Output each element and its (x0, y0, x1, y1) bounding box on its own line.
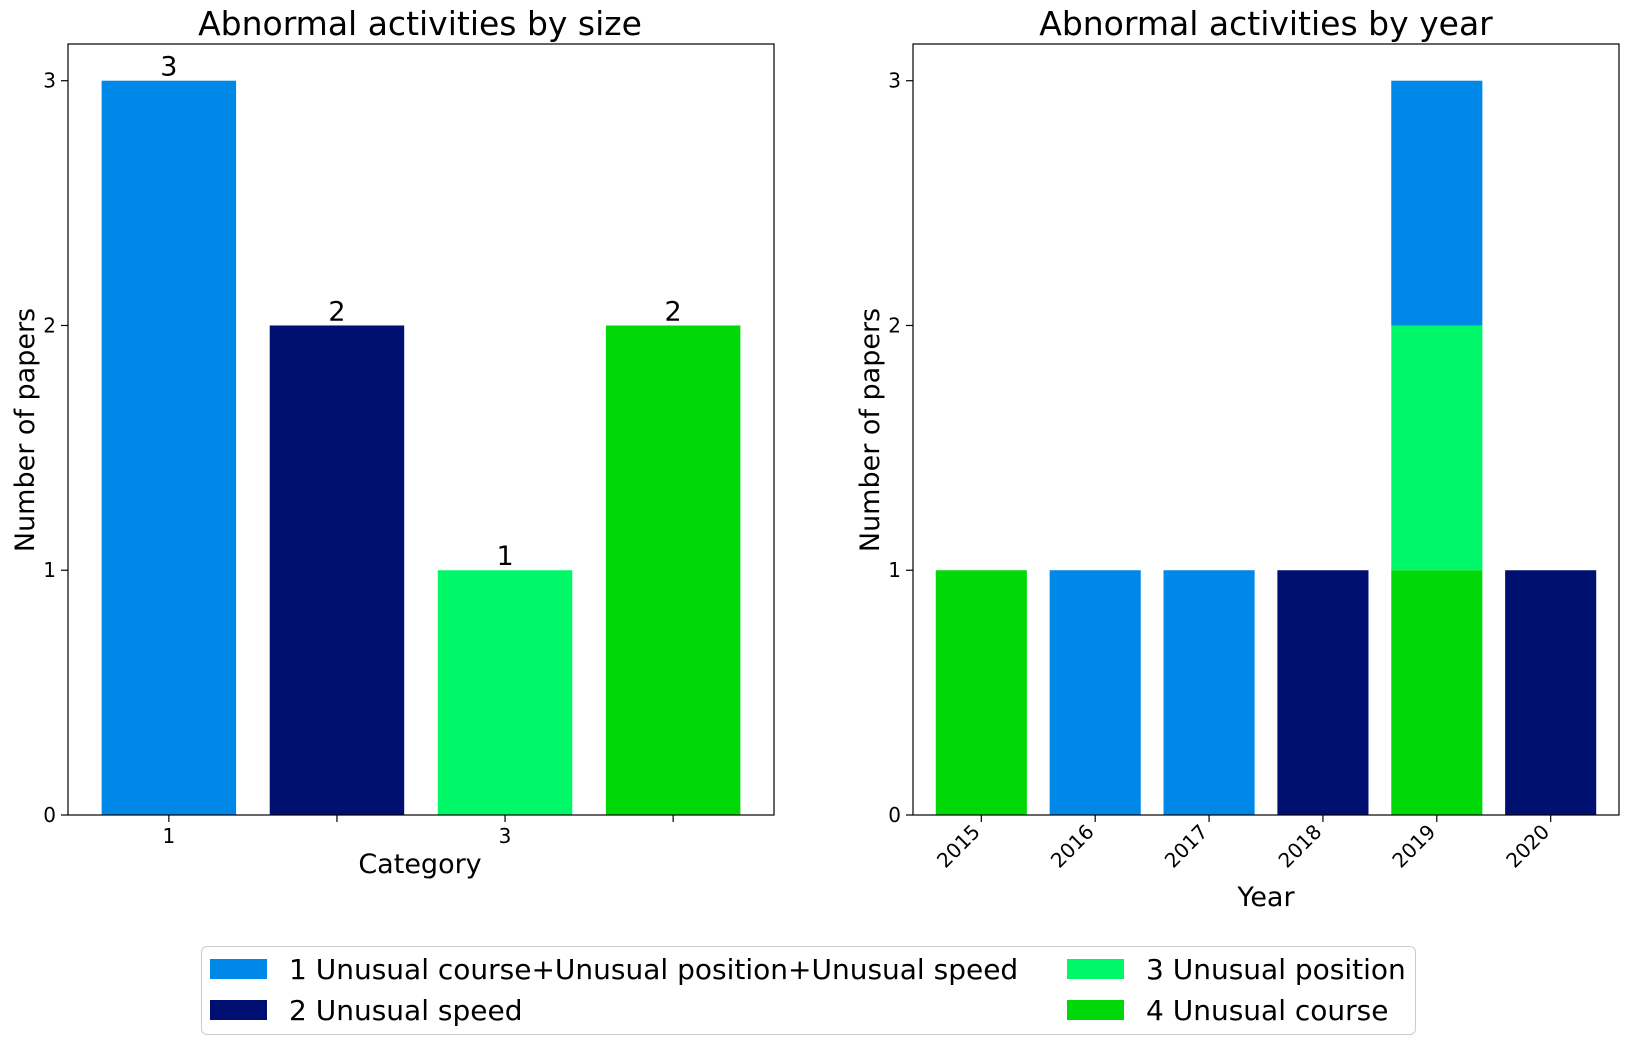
x-tick-label: 3 (499, 824, 512, 848)
y-tick-label: 1 (888, 558, 901, 582)
x-tick-label: 2019 (1387, 820, 1440, 873)
y-axis-label: Number of papers (855, 308, 886, 552)
x-tick-label: 2015 (932, 820, 985, 873)
bar-data-label: 2 (328, 296, 345, 327)
x-tick-label: 2018 (1274, 820, 1327, 873)
y-tick-label: 0 (888, 803, 901, 827)
y-tick-label: 1 (43, 558, 56, 582)
x-tick-label: 2020 (1501, 820, 1554, 873)
bar-segment (1391, 80, 1483, 326)
x-tick-label: 2017 (1160, 820, 1213, 873)
bar-segment (1391, 570, 1483, 815)
chart-title: Abnormal activities by size (198, 4, 642, 43)
chart-by-size: Abnormal activities by size Number of pa… (10, 4, 775, 880)
chart-title: Abnormal activities by year (1039, 4, 1493, 43)
y-tick-label: 3 (888, 69, 901, 93)
bar-data-label: 1 (496, 541, 513, 572)
legend-swatch (210, 959, 267, 979)
legend-item: 4 Unusual course (1067, 990, 1388, 1030)
bar-segment (1505, 570, 1597, 815)
y-tick-label: 3 (43, 69, 56, 93)
chart-figure: Abnormal activities by size Number of pa… (10, 4, 1620, 913)
legend-swatch (1067, 959, 1124, 979)
y-tick-label: 2 (888, 313, 901, 337)
bar-segment (1049, 570, 1141, 815)
y-tick-label: 2 (43, 313, 56, 337)
bar-segment (1391, 325, 1483, 571)
legend-label: 3 Unusual position (1146, 952, 1406, 986)
legend-swatch (1067, 1000, 1124, 1020)
x-tick-label: 2016 (1046, 820, 1099, 873)
x-tick-label: 1 (162, 824, 175, 848)
plot-frame (912, 43, 1620, 816)
x-axis-label: Category (358, 849, 481, 880)
bar-data-label: 3 (160, 52, 177, 83)
plot-frame (67, 43, 775, 816)
bar (269, 325, 405, 815)
chart-by-year: Abnormal activities by year Number of pa… (855, 4, 1620, 913)
legend-item: 1 Unusual course+Unusual position+Unusua… (210, 949, 1018, 989)
legend-label: 1 Unusual course+Unusual position+Unusua… (289, 952, 1019, 986)
legend-item: 3 Unusual position (1067, 949, 1406, 989)
bar-segment (1277, 570, 1369, 815)
x-axis-label: Year (1236, 882, 1295, 913)
legend-item: 2 Unusual speed (210, 990, 522, 1030)
legend-label: 2 Unusual speed (289, 993, 523, 1027)
legend-swatch (210, 1000, 267, 1020)
y-axis-label: Number of papers (10, 308, 41, 552)
y-tick-label: 0 (43, 803, 56, 827)
bar (437, 570, 573, 815)
legend-label: 4 Unusual course (1146, 993, 1389, 1027)
legend: 1 Unusual course+Unusual position+Unusua… (201, 946, 1416, 1035)
bar (605, 325, 741, 815)
bar-segment (1163, 570, 1255, 815)
bar (101, 80, 237, 815)
bar-segment (935, 570, 1027, 815)
bar-data-label: 2 (665, 296, 682, 327)
